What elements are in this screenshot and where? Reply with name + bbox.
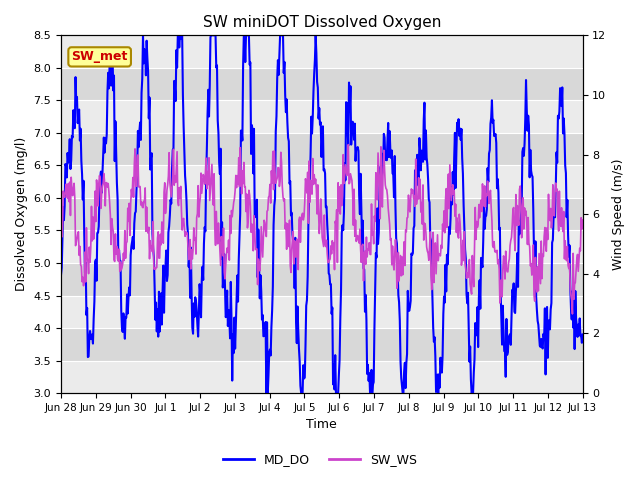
MD_DO [57, 272, 65, 277]
Bar [61, 360, 582, 393]
MD_DO [174, 33, 182, 38]
MD_DO [120, 323, 128, 328]
X-axis label: Time: Time [307, 419, 337, 432]
SW_WS [344, 142, 352, 147]
MD_DO [262, 390, 270, 396]
SW_WS [386, 221, 394, 227]
Bar [61, 100, 582, 133]
Line: MD_DO: MD_DO [61, 36, 582, 393]
Bar [61, 296, 582, 328]
SW_WS [67, 213, 74, 218]
Legend: MD_DO, SW_WS: MD_DO, SW_WS [218, 448, 422, 471]
SW_WS [401, 263, 409, 268]
Text: SW_met: SW_met [72, 50, 128, 63]
Bar [61, 133, 582, 166]
SW_WS [579, 217, 586, 223]
Bar [61, 328, 582, 360]
Bar [61, 263, 582, 296]
MD_DO [579, 332, 586, 337]
Bar [61, 166, 582, 198]
SW_WS [57, 209, 65, 215]
SW_WS [120, 258, 128, 264]
SW_WS [173, 149, 181, 155]
SW_WS [568, 311, 576, 317]
SW_WS [201, 181, 209, 187]
MD_DO [387, 148, 394, 154]
MD_DO [67, 166, 74, 172]
MD_DO [202, 228, 209, 234]
Bar [61, 68, 582, 100]
Bar [61, 36, 582, 68]
Bar [61, 198, 582, 230]
MD_DO [139, 33, 147, 38]
Bar [61, 230, 582, 263]
Y-axis label: Wind Speed (m/s): Wind Speed (m/s) [612, 158, 625, 270]
Y-axis label: Dissolved Oxygen (mg/l): Dissolved Oxygen (mg/l) [15, 137, 28, 291]
Title: SW miniDOT Dissolved Oxygen: SW miniDOT Dissolved Oxygen [203, 15, 441, 30]
Line: SW_WS: SW_WS [61, 144, 582, 314]
MD_DO [402, 385, 410, 391]
